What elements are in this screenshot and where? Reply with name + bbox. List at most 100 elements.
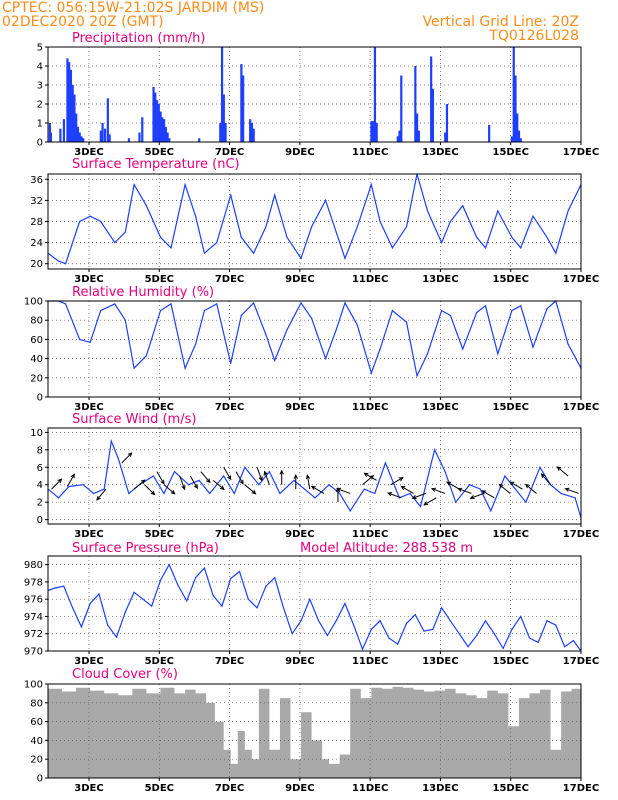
precip-bar [127, 138, 131, 142]
x-tick-label: 17DEC [563, 274, 599, 285]
rh-frame [47, 300, 582, 398]
y-tick-label: 970 [24, 647, 43, 658]
precip-bar [512, 47, 515, 142]
wind-point [68, 485, 70, 488]
wind-arrow-head [310, 485, 316, 491]
x-tick-label: 15DEC [493, 147, 529, 158]
y-tick-label: 80 [30, 316, 43, 327]
precip-bar [75, 113, 78, 142]
wind-arrow [541, 473, 551, 486]
wind-arrow [336, 488, 351, 494]
x-tick-label: 7DEC [215, 147, 244, 158]
y-tick-label: 40 [30, 354, 43, 365]
rh-point [300, 302, 302, 304]
wind-arrow [244, 484, 256, 495]
precip-bar [414, 66, 417, 142]
header-code: TQ0126L028 [488, 28, 579, 44]
wind-point [349, 510, 351, 512]
wind-arrow [212, 479, 225, 490]
pres-point [159, 579, 162, 581]
precip-bar [166, 132, 169, 142]
x-tick-label: 11DEC [352, 656, 388, 667]
wind-arrow-head [540, 473, 546, 479]
y-tick-label: 40 [30, 736, 43, 747]
wind-arrow [156, 471, 165, 485]
rh-point [170, 303, 172, 305]
wind-point [328, 484, 330, 486]
wind-arrow [423, 497, 437, 506]
pres-point [212, 595, 214, 597]
temp-point [497, 210, 499, 212]
precip-bar [62, 119, 66, 142]
wind-arrow-head [556, 466, 562, 471]
temp-point [484, 247, 487, 249]
rh-point [391, 310, 393, 312]
wind-point [223, 475, 225, 477]
wind-point [455, 501, 457, 503]
humidity-title: Relative Humidity (%) [72, 285, 214, 300]
rh-point [274, 359, 276, 362]
pres-point [432, 628, 434, 631]
precip-bar [198, 138, 201, 142]
x-tick-label: 3DEC [74, 656, 103, 667]
pres-point [353, 624, 355, 626]
wind-point [419, 505, 422, 508]
pres-point [133, 591, 135, 593]
wind-point [479, 488, 481, 490]
wind-arrow [144, 484, 155, 495]
cloud-cover-title: Cloud Cover (%) [72, 667, 178, 682]
y-tick-label: 5 [37, 43, 43, 54]
precip-bar [103, 128, 107, 142]
pres-point [54, 587, 56, 589]
pres-point [317, 620, 320, 622]
x-tick-label: 9DEC [285, 656, 314, 667]
precip-bar [71, 85, 74, 142]
wind-arrow-head [509, 481, 515, 486]
wind-point [433, 449, 436, 451]
wind-arrow [96, 488, 107, 501]
wind-arrow-head [398, 477, 404, 482]
y-tick-label: 8 [37, 445, 43, 456]
wind-arrow-head [411, 495, 417, 500]
rh-point [476, 311, 478, 314]
wind-point [198, 479, 200, 481]
y-tick-label: 0 [37, 393, 43, 404]
wind-arrow [470, 492, 484, 499]
rh-point [497, 353, 499, 355]
y-tick-label: 32 [30, 196, 43, 207]
pres-point [291, 633, 293, 635]
precip-bar [82, 138, 85, 142]
wind-arrow [264, 471, 270, 485]
temp-point [426, 210, 429, 212]
wind-arrow [306, 475, 311, 490]
temp-point [511, 236, 513, 238]
wind-panel: Surface Wind (m/s) 0 2 4 6 8 10 3DEC 5DEC 7DEC 9D… [30, 412, 599, 540]
precip-bar [514, 75, 517, 142]
precip-bar [249, 119, 252, 142]
temp-point [114, 242, 116, 244]
x-tick-label: 5DEC [145, 402, 174, 413]
wind-point [163, 492, 165, 495]
x-tick-label: 17DEC [563, 529, 599, 540]
wind-arrow-head [305, 474, 311, 480]
wind-arrow [510, 481, 523, 490]
wind-point [490, 510, 492, 512]
y-tick-label: 60 [30, 335, 43, 346]
precip-bar [375, 123, 378, 142]
rh-point [124, 319, 126, 321]
temp-point [170, 247, 172, 249]
pres-line [47, 563, 582, 652]
header-source-line: CPTEC: 056:15W-21:02S JARDIM (MS) [2, 0, 264, 16]
rh-point [416, 375, 418, 377]
temp-point [100, 220, 102, 223]
wind-arrow [565, 488, 579, 494]
precip-bar [396, 136, 399, 142]
wind-point [504, 475, 506, 477]
y-tick-label: 20 [30, 755, 43, 766]
pres-point [309, 598, 311, 600]
wind-arrow [401, 486, 414, 494]
precip-bar [240, 64, 243, 142]
temp-point [335, 231, 337, 233]
pres-point [449, 620, 451, 622]
